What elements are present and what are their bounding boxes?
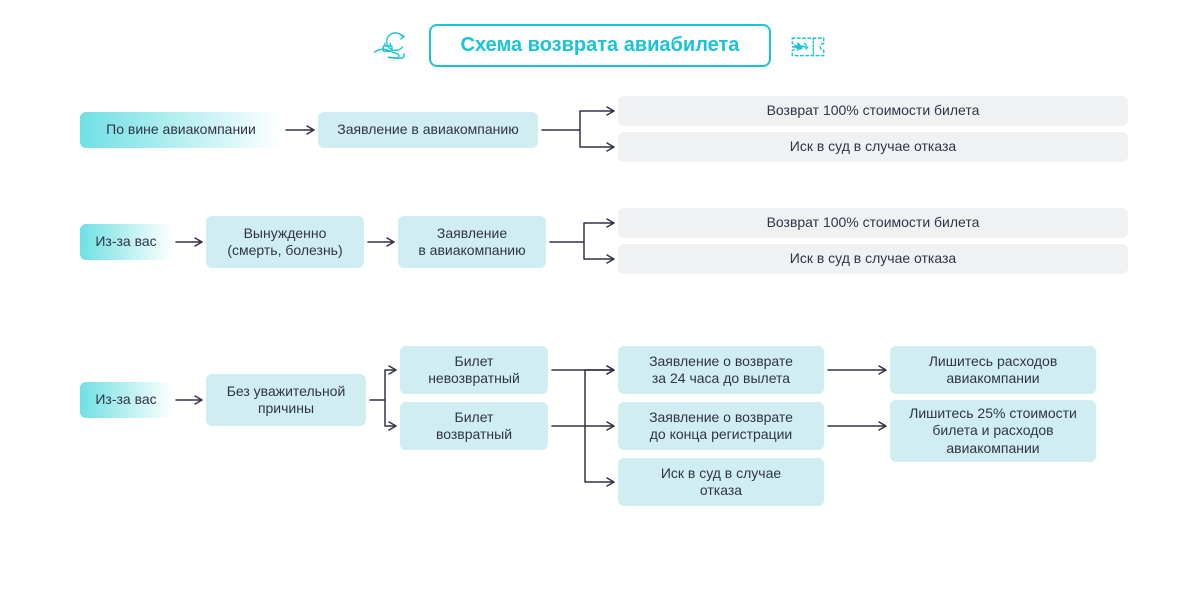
flow-node-r2d: Возврат 100% стоимости билета: [618, 208, 1128, 238]
flow-node-r3b: Без уважительнойпричины: [206, 374, 366, 426]
flow-node-r2e: Иск в суд в случае отказа: [618, 244, 1128, 274]
flow-node-r1c: Возврат 100% стоимости билета: [618, 96, 1128, 126]
ticket-icon: [787, 31, 829, 61]
flow-node-r3a: Из-за вас: [80, 382, 172, 418]
flow-node-r1d: Иск в суд в случае отказа: [618, 132, 1128, 162]
flow-node-r3f: Заявление о возвратедо конца регистрации: [618, 402, 824, 450]
flow-node-r3g: Иск в суд в случаеотказа: [618, 458, 824, 506]
flow-arrow: [826, 416, 900, 436]
flow-arrow: [550, 364, 620, 488]
flow-node-r3e: Заявление о возвратеза 24 часа до вылета: [618, 346, 824, 394]
flow-arrow: [540, 105, 620, 153]
header: Схема возврата авиабилета: [0, 0, 1200, 95]
flow-node-r3h: Лишитесь расходовавиакомпании: [890, 346, 1096, 394]
flow-arrow: [368, 364, 402, 432]
flow-node-r2a: Из-за вас: [80, 224, 172, 260]
flow-node-r2b: Вынужденно(смерть, болезнь): [206, 216, 364, 268]
flow-arrow: [550, 360, 628, 380]
refund-hand-icon: [371, 31, 413, 61]
flow-node-r2c: Заявлениев авиакомпанию: [398, 216, 546, 268]
page-title: Схема возврата авиабилета: [429, 24, 772, 67]
flow-node-r3i: Лишитесь 25% стоимостибилета и расходова…: [890, 400, 1096, 462]
flow-node-r1a: По вине авиакомпании: [80, 112, 282, 148]
flow-node-r1b: Заявление в авиакомпанию: [318, 112, 538, 148]
flow-arrow: [826, 360, 900, 380]
flow-node-r3d: Билетвозвратный: [400, 402, 548, 450]
flow-arrow: [548, 217, 620, 265]
flow-node-r3c: Билетневозвратный: [400, 346, 548, 394]
